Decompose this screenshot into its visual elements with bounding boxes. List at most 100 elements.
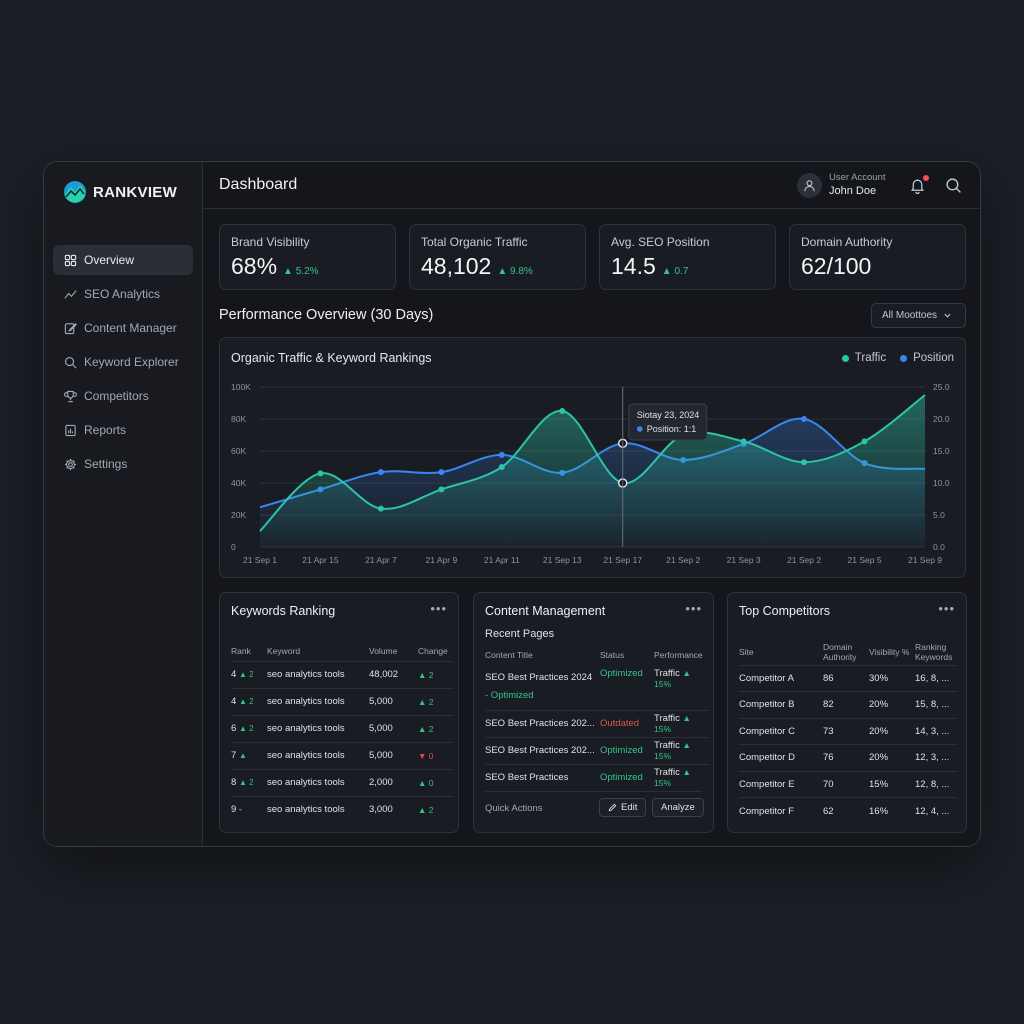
- traffic-rankings-chart[interactable]: 100K 25.0 80K 20.0 60K 15.0 40K 10.0 20K 5.0 0 0.0 2…: [220, 338, 967, 579]
- legend-dot: [900, 354, 908, 362]
- performance-delta: ▲ 15%: [654, 712, 691, 734]
- content-title: SEO Best Practices 202...: [485, 717, 595, 729]
- performance-label: Traffic: [654, 739, 683, 751]
- rank-trend: ▲ 2: [238, 670, 254, 679]
- y-tick-label-right: 0.0: [933, 542, 945, 552]
- x-tick-label: 21 Sep 2: [666, 555, 700, 565]
- grid-icon: [64, 254, 77, 266]
- card-title: Top Competitors: [739, 604, 831, 618]
- table-row[interactable]: SEO Best Practices Optimized Traffic ▲ 15%: [485, 764, 710, 791]
- rank-trend: ▲: [238, 751, 247, 760]
- y-tick-label-left: 60K: [231, 446, 246, 456]
- more-options-icon[interactable]: •••: [938, 601, 955, 616]
- table-row[interactable]: Competitor D 76 20% 12, 3, ...: [739, 744, 957, 772]
- table-row[interactable]: 4 ▲ 2 seo analytics tools 48,002 ▲ 2: [231, 661, 453, 688]
- sidebar-item-reports[interactable]: Reports: [53, 415, 193, 445]
- more-options-icon[interactable]: •••: [685, 601, 702, 616]
- sidebar-item-content-manager[interactable]: Content Manager: [53, 313, 193, 343]
- data-point-traffic: [740, 438, 747, 445]
- rank-cell: 9 -: [231, 796, 267, 823]
- column-header: Content Title: [485, 650, 533, 660]
- legend-item-traffic[interactable]: Traffic: [841, 352, 886, 364]
- table-row[interactable]: Competitor F 62 16% 12, 4, ...: [739, 797, 957, 825]
- status-cell: Optimized: [600, 745, 643, 756]
- content-management-card: Content Management ••• Recent Pages Cont…: [473, 592, 714, 833]
- tooltip-box: [628, 403, 708, 441]
- edit-button[interactable]: Edit: [599, 798, 647, 817]
- analyze-button[interactable]: Analyze: [652, 798, 704, 817]
- change-cell: ▲ 2: [418, 696, 434, 707]
- sidebar-item-label: Settings: [84, 457, 128, 471]
- keywords-table: Rank Keyword Volume Change 4 ▲ 2 seo anal…: [231, 641, 453, 823]
- visibility-cell: 16%: [869, 805, 889, 817]
- rank-value: 9: [231, 804, 239, 816]
- search-icon[interactable]: [945, 177, 962, 194]
- sidebar-item-keyword-explorer[interactable]: Keyword Explorer: [53, 347, 193, 377]
- volume-cell: 2,000: [369, 777, 393, 788]
- button-label: Edit: [621, 802, 638, 813]
- volume-cell: 5,000: [369, 723, 393, 734]
- main-content: Dashboard User Account John Doe: [203, 162, 980, 846]
- card-title: Content Management: [485, 604, 606, 618]
- y-tick-label-right: 15.0: [933, 446, 950, 456]
- column-header: Domain Authority: [823, 641, 857, 662]
- metric-filter-dropdown[interactable]: All Moottoes: [871, 303, 966, 328]
- x-tick-label: 21 Sep 17: [603, 555, 642, 565]
- keyword-cell: seo analytics tools: [267, 750, 345, 761]
- data-point-traffic: [801, 459, 808, 466]
- rank-trend: ▲ 2: [238, 697, 254, 706]
- column-header: Ranking Keywords: [915, 641, 953, 662]
- keyword-cell: seo analytics tools: [267, 696, 345, 707]
- sidebar-item-seo-analytics[interactable]: SEO Analytics: [53, 279, 193, 309]
- performance-delta: ▲ 15%: [654, 739, 691, 761]
- table-row[interactable]: Competitor E 70 15% 12, 8, ...: [739, 771, 957, 798]
- legend-dot: [841, 354, 849, 362]
- bell-icon[interactable]: [909, 177, 926, 194]
- domain-authority-cell: 86: [823, 672, 834, 684]
- data-point-position: [801, 416, 808, 422]
- pencil-icon: [608, 803, 617, 812]
- column-header: Keyword: [267, 645, 301, 656]
- table-row[interactable]: 4 ▲ 2 seo analytics tools 5,000 ▲ 2: [231, 688, 453, 715]
- table-row[interactable]: SEO Best Practices 2024 - Optimized Optimi…: [485, 664, 710, 710]
- table-row[interactable]: 8 ▲ 2 seo analytics tools 2,000 ▲ 0: [231, 769, 453, 796]
- kpi-value: 48,102: [421, 253, 492, 279]
- x-tick-label: 21 Sep 9: [908, 555, 942, 565]
- table-row[interactable]: SEO Best Practices 202... Optimized Traffi…: [485, 737, 710, 764]
- content-title: SEO Best Practices 202...: [485, 744, 595, 756]
- card-subtitle: Recent Pages: [485, 628, 555, 640]
- trophy-icon: [64, 390, 77, 402]
- logo[interactable]: RANKVIEW: [63, 180, 177, 204]
- more-options-icon[interactable]: •••: [430, 601, 447, 616]
- data-point-traffic: [317, 470, 324, 477]
- table-row[interactable]: Competitor A 86 30% 16, 8, ...: [739, 665, 957, 692]
- app-window: RANKVIEW Overview SEO Analytics C: [43, 161, 981, 847]
- sidebar-item-overview[interactable]: Overview: [53, 245, 193, 275]
- sidebar-item-settings[interactable]: Settings: [53, 449, 193, 479]
- kpi-value: 14.5: [611, 253, 656, 279]
- volume-cell: 48,002: [369, 669, 399, 680]
- column-header: Change: [418, 645, 448, 656]
- kpi-card-domain-authority: Domain Authority 62/100: [789, 224, 966, 290]
- content-title-cell: SEO Best Practices: [485, 764, 600, 791]
- button-label: Analyze: [661, 802, 695, 813]
- legend-item-position[interactable]: Position: [900, 352, 954, 364]
- table-row[interactable]: SEO Best Practices 202... Outdated Traffic…: [485, 710, 710, 737]
- content-title-cell: SEO Best Practices 2024 - Optimized: [485, 664, 600, 710]
- ranking-keywords-cell: 12, 4, ...: [915, 805, 950, 817]
- rank-cell: 8 ▲ 2: [231, 769, 267, 796]
- avatar: [797, 172, 822, 198]
- y-tick-label-right: 5.0: [933, 510, 945, 520]
- sidebar-item-competitors[interactable]: Competitors: [53, 381, 193, 411]
- table-row[interactable]: Competitor C 73 20% 14, 3, ...: [739, 718, 957, 745]
- page-title: Dashboard: [219, 176, 298, 193]
- ranking-keywords-cell: 16, 8, ...: [915, 672, 950, 684]
- table-row[interactable]: 7 ▲ seo analytics tools 5,000 ▼ 0: [231, 742, 453, 769]
- table-row[interactable]: 9 - seo analytics tools 3,000 ▲ 2: [231, 796, 453, 823]
- table-row[interactable]: Competitor B 82 20% 15, 8, ...: [739, 691, 957, 719]
- tooltip-title: Siotay 23, 2024: [637, 410, 700, 420]
- user-menu[interactable]: User Account John Doe: [797, 172, 886, 198]
- rank-value: 8: [231, 777, 239, 788]
- table-row[interactable]: 6 ▲ 2 seo analytics tools 5,000 ▲ 2: [231, 715, 453, 742]
- site-cell: Competitor A: [739, 672, 794, 684]
